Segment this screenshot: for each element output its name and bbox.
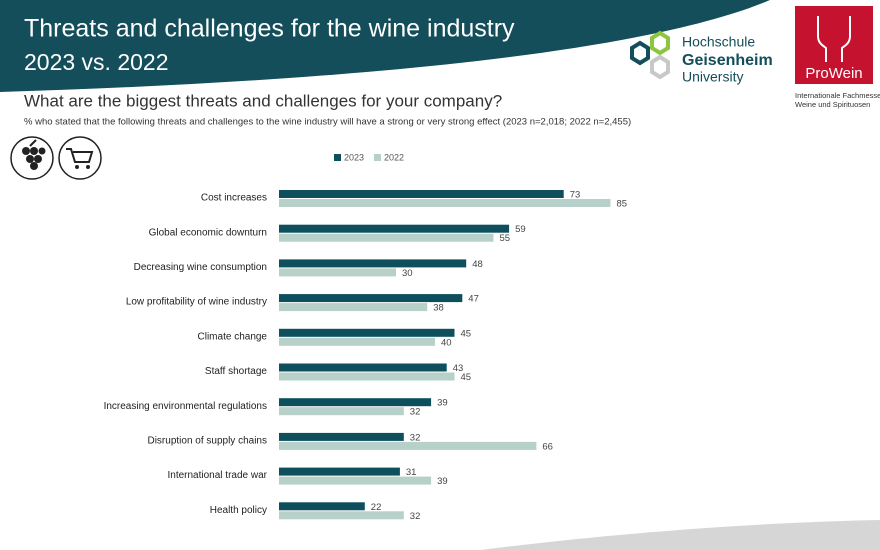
category-label: Health policy bbox=[210, 505, 267, 516]
bar bbox=[279, 303, 428, 312]
logo-text: Hochschule bbox=[682, 34, 755, 50]
legend-label: 2023 bbox=[344, 152, 364, 162]
chart-title: What are the biggest threats and challen… bbox=[24, 91, 502, 110]
value-label: 40 bbox=[441, 337, 452, 348]
bar bbox=[279, 224, 510, 233]
logo-text: University bbox=[682, 69, 743, 85]
slide-subtitle: 2023 vs. 2022 bbox=[24, 49, 169, 75]
category-label: Climate change bbox=[198, 331, 268, 342]
value-label: 30 bbox=[402, 268, 413, 279]
bar bbox=[279, 432, 404, 441]
value-label: 45 bbox=[461, 372, 472, 383]
category-label: Disruption of supply chains bbox=[147, 436, 267, 447]
bar bbox=[279, 441, 537, 450]
value-label: 32 bbox=[410, 511, 421, 522]
bar-chart: 2023 2022 Cost increases 73 85 Global economi… bbox=[104, 152, 628, 521]
category-label: Increasing environmental regulations bbox=[104, 401, 267, 412]
bar bbox=[279, 294, 463, 303]
hex-icon bbox=[650, 54, 670, 80]
category-label: Cost increases bbox=[201, 193, 267, 204]
bar bbox=[279, 199, 611, 207]
bar bbox=[279, 511, 404, 520]
bar bbox=[279, 268, 396, 277]
category-label: Low profitability of wine industry bbox=[126, 297, 267, 308]
value-label: 31 bbox=[406, 467, 417, 478]
value-label: 85 bbox=[617, 199, 628, 210]
logo-text: Geisenheim bbox=[682, 52, 773, 69]
hex-icon bbox=[650, 30, 670, 56]
slide-title: Threats and challenges for the wine indu… bbox=[24, 15, 515, 43]
fair-text: Weine und Spirituosen bbox=[795, 100, 870, 109]
value-label: 66 bbox=[542, 441, 553, 452]
value-label: 47 bbox=[468, 294, 479, 305]
value-label: 43 bbox=[453, 363, 464, 374]
legend-swatch bbox=[334, 154, 341, 161]
footer-swoosh bbox=[480, 520, 880, 550]
bar bbox=[279, 328, 455, 337]
university-logo: Hochschule Geisenheim University bbox=[630, 30, 773, 85]
bar bbox=[279, 259, 467, 268]
hex-icon bbox=[630, 40, 650, 66]
chart-subtitle: % who stated that the following threats … bbox=[24, 117, 631, 128]
category-label: Global economic downturn bbox=[149, 227, 267, 238]
value-label: 38 bbox=[433, 303, 444, 314]
fair-box bbox=[795, 6, 873, 84]
value-label: 55 bbox=[500, 233, 511, 244]
cart-icon bbox=[58, 136, 102, 180]
fair-name: ProWein bbox=[805, 65, 862, 82]
legend-swatch bbox=[374, 154, 381, 161]
value-label: 45 bbox=[461, 328, 472, 339]
bottle-icon bbox=[817, 16, 851, 62]
legend-label: 2022 bbox=[384, 152, 404, 162]
bar bbox=[279, 476, 432, 485]
value-label: 39 bbox=[437, 476, 448, 487]
grape-icon bbox=[10, 136, 54, 180]
bar bbox=[279, 467, 400, 476]
bar bbox=[279, 190, 564, 198]
value-label: 22 bbox=[371, 502, 382, 513]
bar bbox=[279, 502, 365, 511]
value-label: 32 bbox=[410, 432, 421, 443]
value-label: 48 bbox=[472, 259, 483, 270]
bar bbox=[279, 372, 455, 381]
bar bbox=[279, 398, 432, 407]
bar bbox=[279, 363, 447, 372]
value-label: 73 bbox=[570, 190, 581, 201]
bar bbox=[279, 233, 494, 242]
value-label: 32 bbox=[410, 407, 421, 418]
category-label: Decreasing wine consumption bbox=[134, 262, 267, 273]
bar bbox=[279, 337, 435, 346]
header-band bbox=[0, 0, 770, 92]
fair-logo: ProWein Internationale Fachmesse Weine u… bbox=[795, 6, 880, 109]
value-label: 39 bbox=[437, 398, 448, 409]
value-label: 59 bbox=[515, 224, 526, 235]
fair-text: Internationale Fachmesse bbox=[795, 91, 880, 100]
bar bbox=[279, 407, 404, 416]
category-label: International trade war bbox=[167, 470, 267, 481]
category-label: Staff shortage bbox=[205, 366, 268, 377]
